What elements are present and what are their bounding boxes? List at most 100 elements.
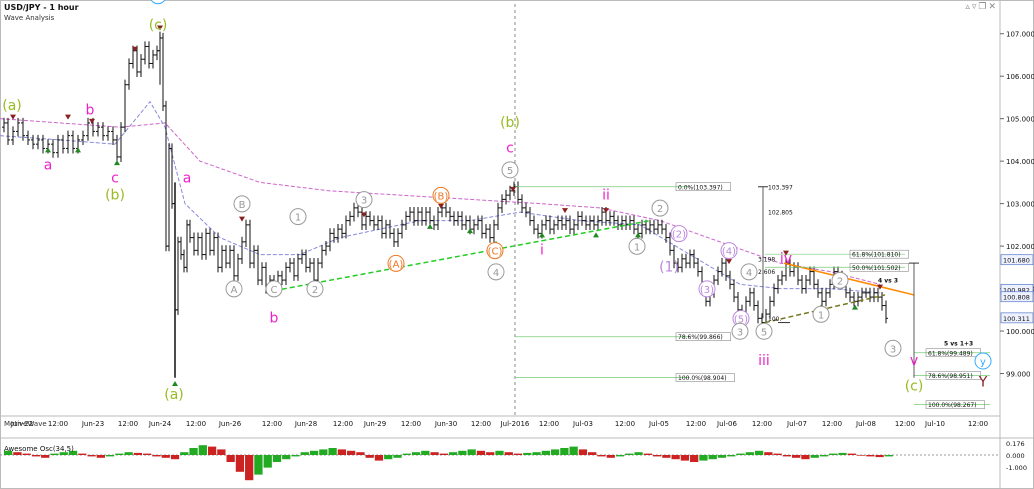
wave-label: y (980, 357, 986, 368)
oscillator-bar (754, 450, 764, 455)
wave-label-circle (698, 280, 716, 298)
oscillator-bar (402, 453, 411, 455)
oscillator-bar (319, 449, 328, 455)
swing-high-marker (603, 208, 609, 214)
wave-label-circle (974, 352, 992, 370)
wave-label-circle (651, 199, 669, 217)
oscillator-bar (282, 455, 291, 460)
y-tick-label: 99.000 (1006, 371, 1031, 379)
oscillator-bar (513, 453, 523, 455)
swing-high-marker (10, 114, 16, 120)
measure-label: 100. (768, 316, 781, 323)
fib-label-box (675, 332, 731, 341)
fib-level-label: 50.0%(101.502) (852, 265, 901, 272)
wave-label-circle (831, 271, 849, 289)
x-tick-label: 12:00 (48, 420, 68, 428)
x-tick-label: Jun-22 (10, 420, 33, 428)
oscillator-bar (31, 455, 41, 457)
swing-high-marker (510, 186, 516, 192)
oscillator-bar (597, 455, 606, 457)
price-tag-box (1000, 291, 1034, 303)
wave-label: (3) (700, 285, 714, 296)
wave-label: 1 (634, 242, 640, 253)
x-tick-label: 12:00 (822, 420, 842, 428)
oscillator-bar (170, 455, 180, 460)
oscillator-bar (615, 455, 625, 457)
oscillator-bar (671, 455, 680, 460)
oscillator-bar (309, 450, 319, 455)
close-icon[interactable]: ✕ (988, 2, 998, 12)
oscillator-bar (541, 450, 550, 455)
swing-high-marker (132, 46, 138, 52)
oscillator-bar (504, 452, 513, 455)
fib-label-box (675, 373, 735, 382)
y-tick-label: 100.000 (1006, 328, 1034, 336)
x-tick-label: 12:00 (968, 420, 988, 428)
wave-label-circle (150, 0, 166, 5)
oscillator-bar (708, 455, 717, 460)
oscillator-bar (254, 455, 263, 475)
ma-fast-line (0, 100, 881, 294)
window-controls: ▵▿❐✕ (965, 2, 998, 12)
wave-label: (c) (905, 379, 924, 395)
wave-label: ii (602, 187, 610, 203)
oscillator-tick-label: -1.000 (1006, 464, 1027, 472)
oscillator-bar (449, 452, 458, 455)
oscillator-bar (467, 449, 476, 455)
wave-label-circle (233, 195, 251, 213)
oscillator-bar (189, 448, 198, 455)
olive-lower-trendline (764, 294, 886, 324)
wave-label: (b) (500, 115, 520, 131)
x-tick-label: 12:00 (686, 420, 706, 428)
wave-label-circle (487, 263, 505, 281)
oscillator-bar (532, 452, 541, 455)
x-tick-label: Jun-24 (148, 420, 172, 428)
wave-label: (1) (659, 260, 679, 276)
wave-label-circle (387, 254, 405, 272)
arrow-up-icon[interactable]: ▵ (965, 2, 972, 12)
oscillator-bar (180, 452, 189, 455)
wave-label: 3 (737, 327, 743, 338)
oscillator-bar (829, 453, 838, 455)
oscillator-bar (235, 455, 245, 472)
wave-label-circle (731, 322, 749, 340)
oscillator-bar (337, 449, 347, 455)
wave-label-circle (289, 208, 307, 226)
swing-high-marker (89, 118, 95, 124)
oscillator-bar (523, 452, 532, 455)
wave-label: 2 (312, 285, 318, 296)
oscillator-bar (458, 450, 467, 455)
oscillator-bar (217, 449, 226, 455)
wave-label-circle (740, 263, 758, 281)
oscillator-tick-label: 0.000 (1006, 452, 1025, 460)
oscillator-bar (115, 453, 124, 455)
arrow-down-icon[interactable]: ▿ (971, 2, 979, 12)
wave-label: (C) (488, 247, 503, 258)
wave-label: v (910, 353, 918, 369)
swing-low-marker (539, 232, 545, 238)
oscillator-bar (782, 455, 792, 457)
oscillator-bar (792, 455, 801, 458)
oscillator-bar (207, 446, 217, 455)
restore-icon[interactable]: ❐ (978, 2, 989, 12)
fib-level-label: 100.0%(98.904) (678, 375, 727, 382)
fib-level-label: 61.8%(99.489) (928, 350, 973, 357)
x-tick-label: 12:00 (401, 420, 421, 428)
wave-label: 5 (761, 327, 767, 338)
oscillator-bar (690, 455, 699, 462)
x-tick-label: Jul-08 (855, 420, 876, 428)
oscillator-bar (495, 450, 504, 455)
oscillator-bar (866, 455, 875, 457)
wave-label: A (231, 285, 238, 296)
oscillator-bar (856, 455, 866, 456)
oscillator-bar (291, 455, 300, 457)
swing-high-marker (157, 25, 163, 31)
oscillator-bar (819, 455, 829, 457)
wave-label: iv (780, 251, 792, 267)
x-tick-label: Jun-28 (294, 420, 317, 428)
wave-label: (4) (722, 247, 736, 258)
swing-high-marker (361, 212, 367, 218)
oscillator-bar (384, 455, 393, 460)
